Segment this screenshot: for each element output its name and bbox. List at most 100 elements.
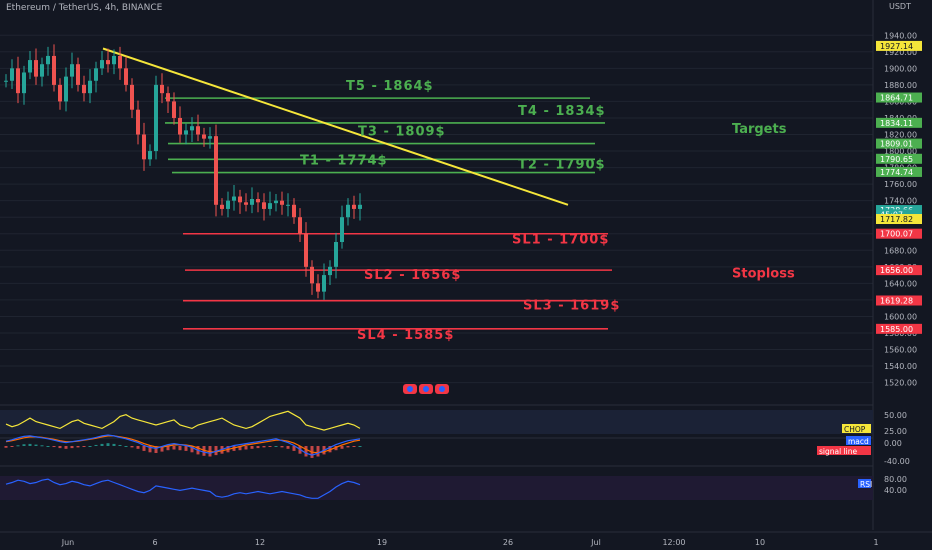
x-tick-label: 10 (755, 538, 765, 547)
macd-bar (130, 446, 134, 448)
macd-bar (268, 446, 272, 447)
y-tick-label: 1560.00 (884, 346, 917, 355)
y-tick-label: 1920.00 (884, 48, 917, 57)
time-axis[interactable]: Jun 6 12 19 26 Jul 12:00 10 1 (0, 531, 932, 547)
macd-bar (10, 446, 14, 447)
target-label: T5 - 1864$ (346, 79, 434, 94)
candle-body (274, 200, 278, 204)
grid (0, 0, 874, 530)
macd-bar (82, 446, 86, 447)
macd-bar (100, 443, 104, 446)
macd-bar (244, 446, 248, 450)
macd-bar (34, 444, 38, 446)
group-labels: Targets Stoploss (732, 122, 795, 282)
macd-bar (22, 444, 26, 446)
candle-body (118, 55, 122, 69)
macd-bar (262, 446, 266, 448)
x-tick-label: 12:00 (662, 538, 685, 547)
price-tag (876, 214, 922, 225)
candle-body (232, 196, 236, 201)
candle-body (4, 80, 8, 82)
price-tags: 1927.14 1864.71 1834.11 1809.01 1790.65 1774.… (876, 40, 922, 334)
pane-tick-label: 50.00 (884, 411, 907, 420)
currency-unit: USDT (889, 2, 911, 11)
macd-bar (94, 444, 98, 446)
candle-body (94, 68, 98, 81)
target-label: T3 - 1809$ (358, 125, 446, 140)
candle-body (154, 84, 158, 152)
candle-body (100, 60, 104, 69)
candle-body (112, 55, 116, 65)
price-tag (876, 138, 922, 149)
macd-bar (124, 446, 128, 447)
indicator-badges[interactable] (403, 384, 449, 394)
y-tick-label: 1540.00 (884, 362, 917, 371)
trendline[interactable] (102, 47, 569, 206)
pane-label: RSI (860, 480, 872, 489)
price-tag-text: 1656.00 (880, 266, 913, 275)
candle-body (106, 60, 110, 65)
chop-line (5, 410, 361, 431)
candle-body (16, 68, 20, 94)
pane-label: CHOP (844, 425, 866, 434)
macd-bar (238, 446, 242, 451)
macd-bar (172, 446, 176, 450)
candle-body (346, 204, 350, 218)
macd-bar (112, 443, 116, 446)
candle-body (334, 242, 338, 267)
macd-bar (316, 446, 320, 457)
pane-tick-label: 80.00 (884, 475, 907, 484)
candle-body (46, 55, 50, 65)
pane-label: macd (848, 437, 869, 446)
macd-bar (358, 446, 362, 447)
macd-bar (88, 446, 92, 447)
targets-heading: Targets (732, 122, 787, 137)
macd-bar (292, 446, 296, 451)
macd-bar (328, 446, 332, 453)
price-tag (876, 228, 922, 239)
macd-bar (346, 446, 350, 448)
macd-bar (256, 446, 260, 449)
y-tick-label: 1740.00 (884, 197, 917, 206)
y-tick-label: 1600.00 (884, 312, 917, 321)
macd-bar (178, 446, 182, 451)
pane-label: signal line (819, 447, 857, 456)
level-labels: T5 - 1864$ T4 - 1834$ T3 - 1809$ T2 - 1790$… (300, 79, 619, 343)
candle-body (58, 84, 62, 102)
macd-bar (28, 443, 32, 446)
price-tag (876, 117, 922, 128)
macd-bar (352, 446, 356, 447)
macd-bar (184, 446, 188, 451)
candle-body (310, 266, 314, 284)
candle-body (76, 64, 80, 85)
candle-body (244, 202, 248, 205)
price-tag-text: 1585.00 (880, 325, 913, 334)
x-tick-label: 6 (152, 538, 157, 547)
y-tick-label: 1940.00 (884, 31, 917, 40)
candle-body (52, 55, 56, 85)
price-tag (876, 153, 922, 164)
candle-body (208, 136, 212, 139)
candle-body (202, 134, 206, 139)
macd-bar (148, 446, 152, 453)
candle-body (268, 203, 272, 209)
macd-bar (142, 446, 146, 451)
candle-body (40, 64, 44, 77)
macd-bar (46, 446, 50, 447)
macd-bar (76, 446, 80, 448)
candle-body (10, 68, 14, 81)
target-label: T2 - 1790$ (518, 157, 606, 172)
pane-label-bg (846, 436, 871, 445)
macd-bar (4, 446, 8, 448)
macd-bar (64, 446, 68, 449)
candle-body (328, 266, 332, 276)
candle-body (322, 275, 326, 292)
candle-body (292, 204, 296, 218)
target-label: T1 - 1774$ (300, 154, 388, 169)
level-lines (165, 97, 612, 330)
macd-bar (52, 446, 56, 448)
price-tag-text: 1927.14 (880, 42, 913, 51)
pane-label-bg (817, 446, 871, 455)
candle-body (64, 76, 68, 102)
